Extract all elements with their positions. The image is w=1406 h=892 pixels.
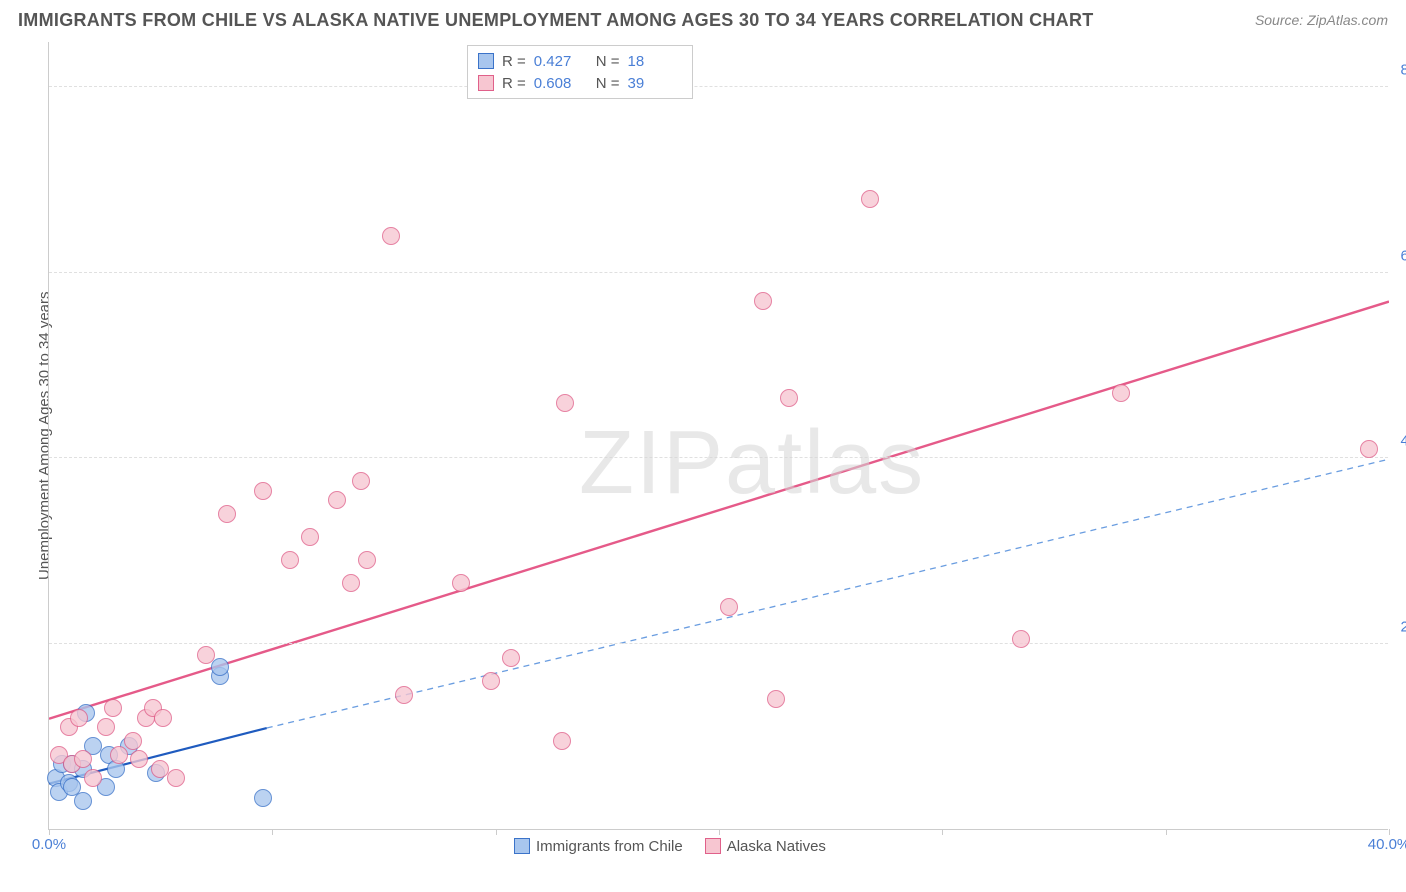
legend-label: Immigrants from Chile bbox=[536, 838, 683, 855]
data-point-pink bbox=[556, 394, 574, 412]
n-value: 18 bbox=[628, 53, 682, 70]
x-tick bbox=[496, 829, 497, 835]
legend-stats-box: R = 0.427 N = 18 R = 0.608 N = 39 bbox=[467, 45, 693, 99]
data-point-pink bbox=[780, 389, 798, 407]
gridline-horizontal bbox=[49, 457, 1388, 458]
data-point-pink bbox=[1360, 440, 1378, 458]
legend-stats-row-blue: R = 0.427 N = 18 bbox=[478, 50, 682, 72]
legend-swatch-pink bbox=[705, 838, 721, 854]
legend-stats-row-pink: R = 0.608 N = 39 bbox=[478, 72, 682, 94]
x-tick-label: 40.0% bbox=[1368, 836, 1406, 853]
data-point-pink bbox=[151, 760, 169, 778]
data-point-pink bbox=[767, 690, 785, 708]
data-point-pink bbox=[281, 551, 299, 569]
data-point-pink bbox=[197, 646, 215, 664]
trendline bbox=[49, 302, 1389, 719]
n-value: 39 bbox=[628, 75, 682, 92]
chart-container: IMMIGRANTS FROM CHILE VS ALASKA NATIVE U… bbox=[0, 0, 1406, 892]
data-point-pink bbox=[110, 746, 128, 764]
legend-item-blue: Immigrants from Chile bbox=[514, 838, 683, 855]
data-point-pink bbox=[395, 686, 413, 704]
r-value: 0.427 bbox=[534, 53, 588, 70]
gridline-horizontal bbox=[49, 86, 1388, 87]
data-point-pink bbox=[74, 750, 92, 768]
legend-swatch-blue bbox=[478, 53, 494, 69]
data-point-pink bbox=[358, 551, 376, 569]
data-point-blue bbox=[254, 789, 272, 807]
y-tick-label: 60.0% bbox=[1400, 247, 1406, 264]
n-label: N = bbox=[596, 75, 620, 92]
data-point-pink bbox=[218, 505, 236, 523]
data-point-pink bbox=[130, 750, 148, 768]
watermark: ZIPatlas bbox=[579, 412, 925, 515]
x-tick bbox=[1166, 829, 1167, 835]
data-point-pink bbox=[754, 292, 772, 310]
n-label: N = bbox=[596, 53, 620, 70]
x-tick bbox=[49, 829, 50, 835]
gridline-horizontal bbox=[49, 272, 1388, 273]
data-point-blue bbox=[74, 792, 92, 810]
data-point-pink bbox=[328, 491, 346, 509]
data-point-pink bbox=[352, 472, 370, 490]
data-point-pink bbox=[720, 598, 738, 616]
legend-swatch-pink bbox=[478, 75, 494, 91]
legend-item-pink: Alaska Natives bbox=[705, 838, 826, 855]
y-tick-label: 40.0% bbox=[1400, 433, 1406, 450]
data-point-pink bbox=[84, 769, 102, 787]
gridline-horizontal bbox=[49, 643, 1388, 644]
x-tick bbox=[1389, 829, 1390, 835]
data-point-pink bbox=[301, 528, 319, 546]
data-point-pink bbox=[97, 718, 115, 736]
source-label: Source: bbox=[1255, 12, 1303, 28]
x-tick bbox=[942, 829, 943, 835]
legend-label: Alaska Natives bbox=[727, 838, 826, 855]
data-point-pink bbox=[154, 709, 172, 727]
data-point-pink bbox=[502, 649, 520, 667]
data-point-pink bbox=[861, 190, 879, 208]
x-tick bbox=[719, 829, 720, 835]
source-name: ZipAtlas.com bbox=[1307, 12, 1388, 28]
data-point-pink bbox=[382, 227, 400, 245]
y-tick-label: 20.0% bbox=[1400, 618, 1406, 635]
data-point-pink bbox=[452, 574, 470, 592]
r-value: 0.608 bbox=[534, 75, 588, 92]
data-point-pink bbox=[342, 574, 360, 592]
data-point-pink bbox=[553, 732, 571, 750]
plot-area: 20.0%40.0%60.0%80.0%0.0%40.0%ZIPatlasR =… bbox=[48, 42, 1388, 830]
data-point-pink bbox=[124, 732, 142, 750]
trendline bbox=[267, 459, 1389, 728]
data-point-blue bbox=[211, 658, 229, 676]
data-point-pink bbox=[482, 672, 500, 690]
legend-swatch-blue bbox=[514, 838, 530, 854]
data-point-pink bbox=[1012, 630, 1030, 648]
data-point-pink bbox=[254, 482, 272, 500]
data-point-pink bbox=[167, 769, 185, 787]
data-point-pink bbox=[70, 709, 88, 727]
r-label: R = bbox=[502, 75, 526, 92]
x-tick-label: 0.0% bbox=[32, 836, 66, 853]
data-point-pink bbox=[104, 699, 122, 717]
y-tick-label: 80.0% bbox=[1400, 62, 1406, 79]
trendlines-svg bbox=[49, 42, 1389, 830]
source-attribution: Source: ZipAtlas.com bbox=[1255, 12, 1388, 28]
chart-title: IMMIGRANTS FROM CHILE VS ALASKA NATIVE U… bbox=[18, 10, 1094, 31]
r-label: R = bbox=[502, 53, 526, 70]
x-tick bbox=[272, 829, 273, 835]
data-point-pink bbox=[1112, 384, 1130, 402]
bottom-legend: Immigrants from Chile Alaska Natives bbox=[514, 838, 826, 855]
